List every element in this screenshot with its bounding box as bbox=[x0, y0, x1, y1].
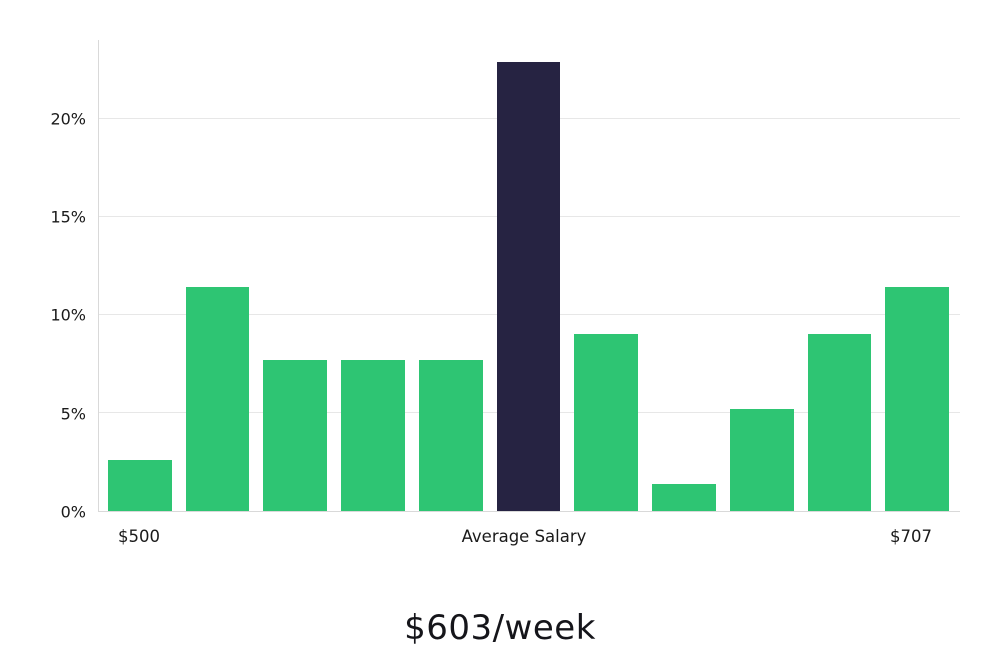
y-tick-label: 0% bbox=[60, 502, 86, 522]
x-label-min-salary: $500 bbox=[118, 527, 160, 546]
salary-bar bbox=[341, 359, 405, 511]
salary-bar bbox=[807, 334, 872, 511]
salary-bar bbox=[263, 359, 328, 511]
plot-area bbox=[98, 40, 960, 512]
x-label-average-salary: Average Salary bbox=[461, 527, 587, 546]
average-salary-bar bbox=[496, 61, 561, 511]
y-axis: 0% 5% 10% 15% 20% bbox=[0, 40, 86, 521]
average-salary-caption: $603/week bbox=[404, 608, 596, 648]
y-tick-label: 5% bbox=[60, 404, 86, 424]
y-tick-label: 10% bbox=[50, 305, 86, 325]
salary-bar bbox=[885, 287, 950, 511]
x-label-max-salary: $707 bbox=[890, 527, 932, 546]
bar-series bbox=[99, 40, 960, 511]
y-tick-label: 20% bbox=[50, 109, 86, 129]
salary-bar bbox=[185, 287, 250, 511]
salary-bar bbox=[418, 359, 483, 511]
salary-bar bbox=[729, 408, 794, 511]
y-tick-label: 15% bbox=[50, 207, 86, 227]
salary-bar bbox=[652, 483, 716, 511]
x-axis: $500 Average Salary $707 bbox=[0, 527, 1000, 553]
salary-bar bbox=[574, 334, 639, 511]
salary-bar bbox=[108, 459, 172, 511]
